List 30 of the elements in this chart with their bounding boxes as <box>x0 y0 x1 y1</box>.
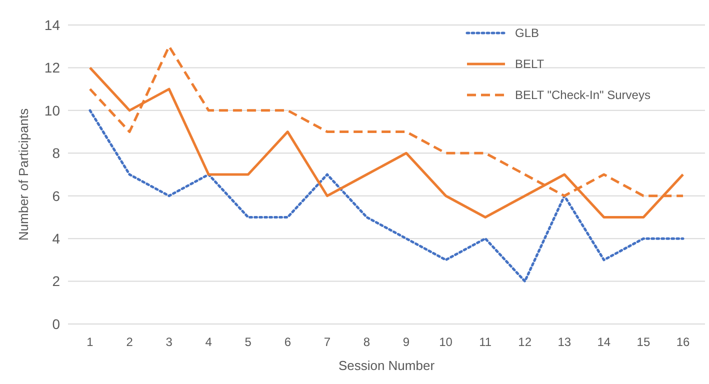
y-tick-label: 8 <box>52 145 60 162</box>
x-tick-label: 6 <box>284 335 292 349</box>
y-tick-label: 14 <box>44 16 60 33</box>
x-tick-label: 8 <box>363 335 370 349</box>
y-tick-label: 2 <box>52 273 60 290</box>
y-tick-label: 12 <box>44 60 60 76</box>
y-tick-label: 4 <box>52 230 60 246</box>
x-tick-label: 5 <box>244 335 252 349</box>
x-tick-label: 9 <box>402 335 410 349</box>
x-tick-label: 13 <box>558 335 572 349</box>
x-tick-label: 16 <box>676 335 690 349</box>
x-tick-label: 3 <box>166 335 173 349</box>
line-series <box>88 109 684 283</box>
x-tick-label: 11 <box>479 335 492 349</box>
x-axis-title: Session Number <box>338 358 436 373</box>
x-tick-label: 14 <box>597 335 611 349</box>
legend-label: GLB <box>515 26 540 40</box>
y-axis-title: Number of Participants <box>16 108 31 241</box>
x-tick-label: 4 <box>205 335 212 349</box>
y-tick-label: 0 <box>52 316 60 332</box>
legend-label: BELT "Check-In" Surveys <box>515 88 650 102</box>
x-tick-label: 12 <box>518 335 532 349</box>
y-tick-label: 10 <box>44 102 60 118</box>
legend-label: BELT <box>515 57 545 72</box>
x-tick-label: 10 <box>439 335 453 349</box>
y-tick-label: 6 <box>52 188 60 204</box>
x-tick-label: 1 <box>86 335 94 349</box>
x-tick-label: 15 <box>636 335 650 349</box>
x-tick-label: 2 <box>126 335 134 349</box>
x-tick-label: 7 <box>324 335 331 349</box>
